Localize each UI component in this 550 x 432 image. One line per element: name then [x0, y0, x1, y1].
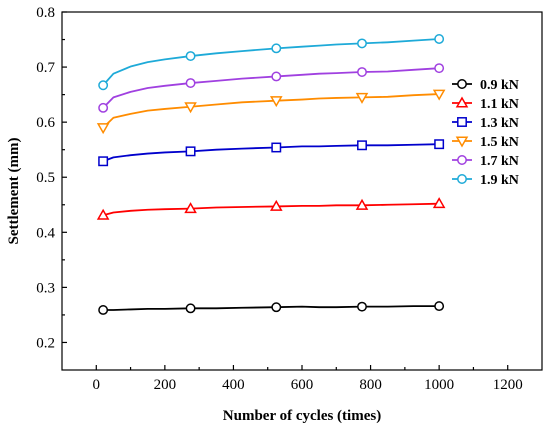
data-point — [184, 202, 197, 214]
legend-label: 1.5 kN — [480, 135, 519, 150]
y-tick-label: 0.7 — [36, 60, 55, 76]
legend-marker — [457, 79, 467, 89]
data-point — [432, 197, 446, 209]
data-point — [96, 208, 110, 220]
legend-marker — [457, 117, 467, 127]
legend-item: 1.1 kN — [452, 96, 519, 112]
data-point — [98, 102, 109, 113]
data-point — [355, 92, 369, 104]
legend-item: 1.3 kN — [452, 116, 519, 131]
series-line — [102, 38, 440, 86]
legend-marker — [455, 136, 469, 148]
legend-label: 0.9 kN — [480, 78, 519, 93]
y-tick-label: 0.3 — [36, 280, 55, 296]
legend-label: 1.9 kN — [480, 173, 519, 188]
data-point — [98, 156, 109, 167]
y-tick-label: 0.4 — [36, 225, 55, 241]
series — [96, 34, 446, 315]
data-point — [96, 123, 110, 135]
x-tick-label: 1200 — [493, 377, 523, 393]
data-point — [357, 140, 367, 151]
legend-item: 1.7 kN — [452, 154, 519, 169]
series-1-3-kn — [98, 139, 445, 167]
series-line — [102, 143, 440, 163]
legend-label: 1.7 kN — [480, 154, 519, 169]
series-line — [102, 67, 440, 109]
x-tick-label: 600 — [291, 377, 314, 393]
x-axis-ticks: 0 200 400 600 800 1000 1200 — [93, 365, 523, 393]
data-point — [434, 301, 445, 312]
legend-label: 1.3 kN — [480, 116, 519, 131]
data-point — [432, 89, 446, 101]
y-tick-label: 0.5 — [36, 170, 55, 186]
legend-marker — [455, 96, 469, 108]
x-tick-label: 1000 — [424, 377, 454, 393]
data-point — [98, 80, 109, 91]
data-point — [434, 139, 445, 150]
series-1-7-kn — [98, 63, 445, 113]
y-axis-label: Settlement (mm) — [6, 137, 22, 244]
x-axis-label: Number of cycles (times) — [223, 408, 381, 424]
legend-item: 1.5 kN — [452, 135, 519, 150]
series-1-5-kn — [96, 89, 446, 135]
legend-item: 1.9 kN — [452, 173, 519, 188]
legend-marker — [457, 174, 467, 184]
data-point — [357, 67, 367, 77]
y-tick-label: 0.8 — [36, 5, 55, 21]
data-point — [184, 102, 197, 114]
data-point — [271, 71, 282, 82]
data-point — [434, 63, 445, 74]
legend-label: 1.1 kN — [480, 97, 519, 112]
x-tick-label: 200 — [154, 377, 177, 393]
series-1-1-kn — [96, 197, 446, 220]
x-tick-label: 0 — [93, 377, 101, 393]
series-1-9-kn — [98, 34, 445, 91]
data-point — [185, 78, 196, 88]
series-line — [102, 202, 440, 217]
series-line — [103, 305, 440, 311]
data-point — [357, 38, 367, 49]
data-point — [271, 302, 282, 313]
data-point — [269, 199, 283, 211]
legend-item: 0.9 kN — [452, 78, 519, 93]
data-point — [98, 305, 109, 315]
data-point — [269, 96, 283, 108]
data-point — [271, 142, 282, 153]
data-point — [185, 303, 196, 314]
data-point — [185, 51, 196, 62]
x-tick-label: 800 — [359, 377, 382, 393]
data-point — [355, 198, 369, 210]
data-point — [357, 301, 367, 312]
data-point — [185, 146, 196, 157]
y-axis-ticks: 0.2 0.3 0.4 0.5 0.6 0.7 0.8 — [36, 5, 67, 351]
y-tick-label: 0.2 — [36, 335, 55, 351]
x-tick-label: 400 — [222, 377, 245, 393]
series-0-9-kn — [98, 301, 445, 315]
data-point — [434, 34, 445, 44]
y-tick-label: 0.6 — [36, 115, 55, 131]
series-line — [102, 93, 440, 129]
data-point — [271, 43, 282, 54]
legend-marker — [457, 155, 467, 165]
legend: 0.9 kN 1.1 kN 1.3 kN 1.5 kN 1.7 kN 1.9 kN — [452, 78, 519, 188]
